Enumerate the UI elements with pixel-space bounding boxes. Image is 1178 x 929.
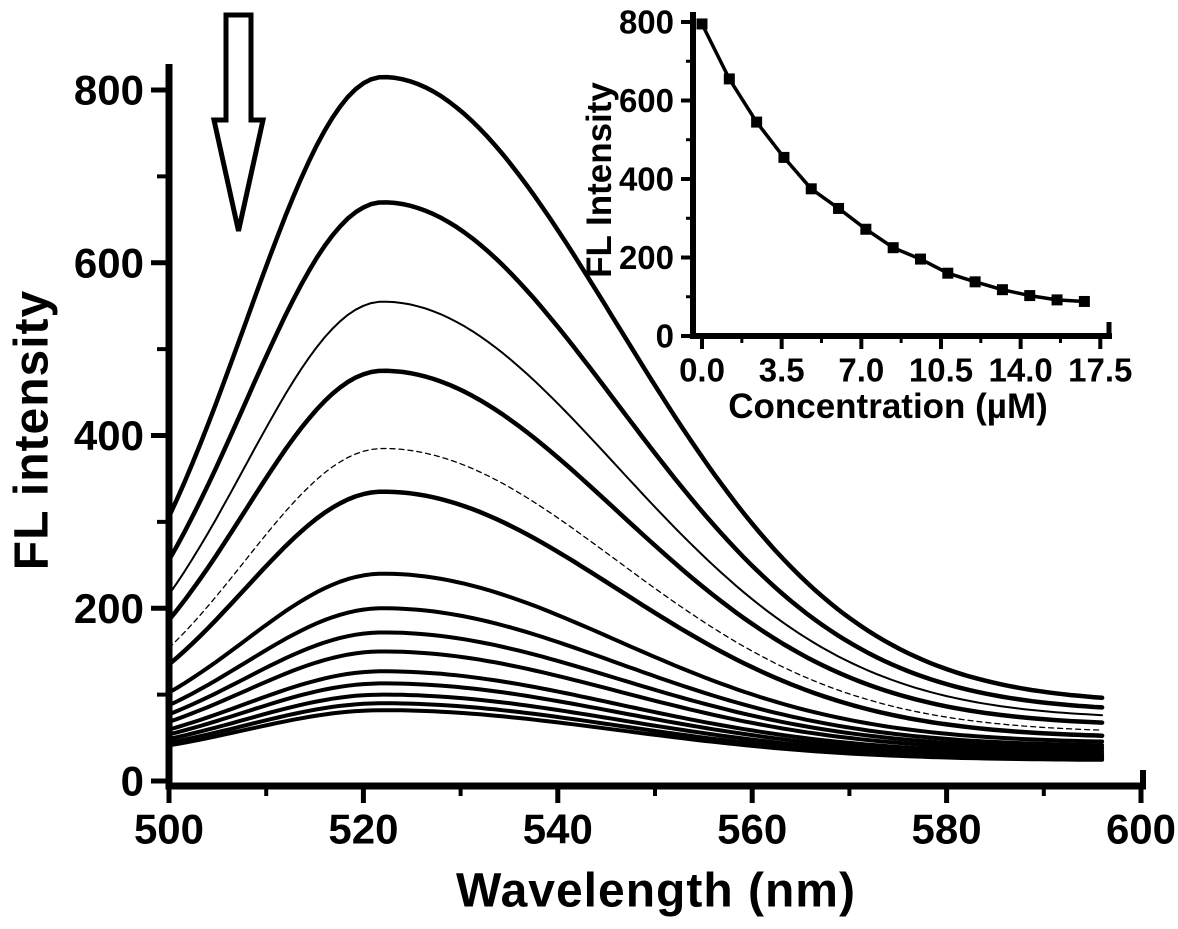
main-x-tick-label: 560 [717,806,787,853]
inset-x-axis-title: Concentration (µM) [728,387,1048,426]
main-y-tick-label: 400 [74,412,144,459]
inset-y-axis-title: FL Intensity [580,82,619,278]
spectrum-curve-spectrum-08 [167,606,1105,748]
inset-data-point-marker [723,73,735,85]
main-x-axis-title: Wavelength (nm) [456,864,856,918]
inset-data-point-marker [1078,295,1090,307]
main-x-tick-label: 520 [328,806,398,853]
inset-y-tick-label: 200 [619,239,674,276]
spectrum-curve-spectrum-03 [168,300,1104,717]
inset-x-tick-label: 10.5 [909,352,973,389]
main-x-tick-label: 600 [1106,806,1176,853]
spectrum-curve-spectrum-13 [167,692,1105,760]
inset-data-point-marker [887,242,899,254]
main-y-tick-label: 0 [121,758,144,805]
inset-x-tick-label: 7.0 [838,352,884,389]
main-y-tick-label: 800 [74,67,144,114]
spectrum-curve-spectrum-06 [166,489,1105,738]
main-y-tick-label: 600 [74,239,144,286]
main-y-tick-label: 200 [74,585,144,632]
inset-quench-line [700,23,1085,304]
inset-y-tick-label: 400 [619,161,674,198]
inset-data-point-marker [996,284,1008,296]
main-y-axis-title: FL intensity [5,289,59,571]
inset-data-point-marker [1051,294,1063,306]
inset-y-tick-label: 600 [619,82,674,119]
inset-y-tick-label: 0 [656,318,674,355]
spectrum-curve-spectrum-04 [166,368,1105,725]
inset-data-point-marker [805,183,817,195]
inset-data-point-marker [1024,290,1036,302]
inset-data-point-marker [942,267,954,279]
spectrum-curve-spectrum-09 [167,630,1105,750]
inset-x-tick-label: 3.5 [759,352,805,389]
spectrum-curve-spectrum-15 [167,708,1105,762]
spectrum-curve-spectrum-12 [167,681,1105,758]
inset-y-tick-label: 800 [619,4,674,41]
inset-x-tick-label: 17.5 [1068,352,1132,389]
spectrum-curve-spectrum-07 [167,571,1105,744]
inset-x-tick-label: 14.0 [989,352,1053,389]
main-x-tick-label: 500 [134,806,204,853]
inset-x-tick-label: 0.0 [679,352,725,389]
inset-data-point-marker [751,116,763,128]
spectrum-curve-spectrum-10 [167,649,1105,753]
inset-data-point-marker [860,223,872,235]
inset-data-point-marker [778,151,790,163]
spectrum-curve-spectrum-01 [166,74,1105,701]
main-x-tick-label: 540 [523,806,593,853]
spectrum-curve-spectrum-02 [166,200,1105,710]
spectrum-curve-spectrum-11 [167,669,1105,756]
decreasing-intensity-arrow-icon [210,12,267,232]
inset-data-point-marker [833,202,845,214]
inset-data-point-marker [914,253,926,265]
inset-data-point-marker [696,18,708,30]
main-x-tick-label: 580 [912,806,982,853]
inset-data-point-marker [969,276,981,288]
spectrum-curve-spectrum-05 [168,447,1103,731]
